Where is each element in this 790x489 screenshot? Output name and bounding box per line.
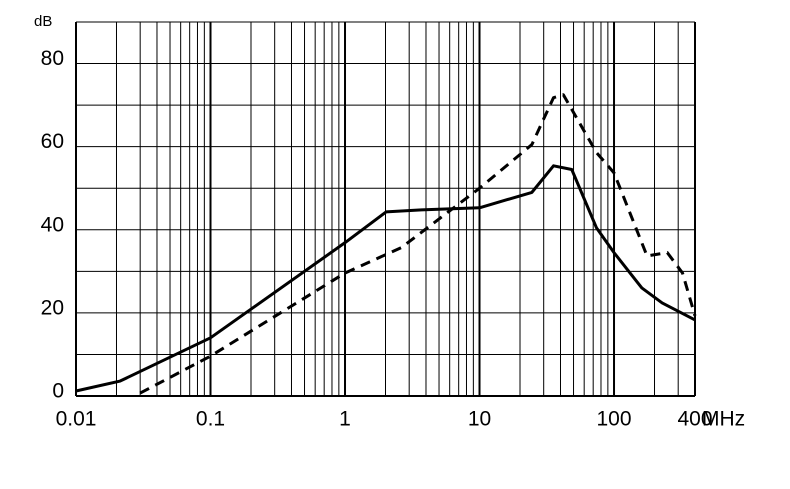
x-tick-label: 400 bbox=[677, 408, 712, 431]
x-axis-label: MHz bbox=[702, 408, 745, 431]
line-series bbox=[75, 164, 696, 393]
line-series bbox=[139, 93, 697, 395]
x-tick-label: 0.1 bbox=[196, 408, 225, 431]
y-tick-label: 40 bbox=[41, 213, 64, 236]
x-tick-label: 100 bbox=[596, 408, 631, 431]
y-tick-label: 20 bbox=[41, 296, 64, 319]
y-tick-label: 60 bbox=[41, 130, 64, 153]
y-tick-label: 80 bbox=[41, 47, 64, 70]
y-axis-label: dB bbox=[34, 13, 52, 30]
y-tick-label: 0 bbox=[52, 380, 64, 403]
x-tick-label: 0.01 bbox=[56, 408, 97, 431]
x-tick-label: 10 bbox=[468, 408, 491, 431]
x-tick-label: 1 bbox=[339, 408, 351, 431]
